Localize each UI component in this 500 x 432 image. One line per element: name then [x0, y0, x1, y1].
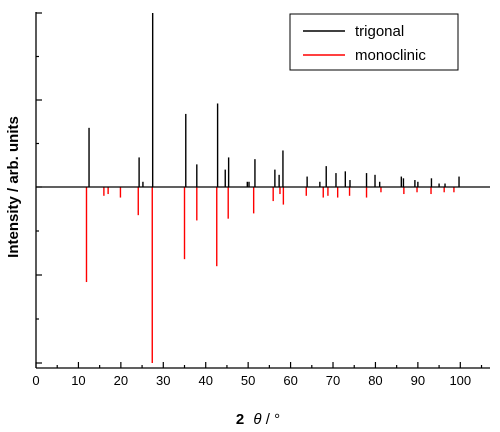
x-tick-label: 0: [32, 373, 39, 388]
x-tick-label: 90: [411, 373, 425, 388]
y-axis-label: Intensity / arb. units: [5, 116, 22, 258]
x-axis-label-unit: / °: [266, 411, 280, 428]
x-tick-label: 10: [71, 373, 85, 388]
x-tick-label: 20: [114, 373, 128, 388]
x-tick-label: 60: [283, 373, 297, 388]
chart-marks: [85, 13, 460, 363]
x-tick-label: 40: [198, 373, 212, 388]
legend-label-trigonal: trigonal: [355, 23, 404, 40]
chart-axes: 0 10 20 30 40 50 60 70 80 90 100: [32, 12, 490, 388]
x-axis-label: 2 θ / °: [236, 411, 280, 428]
x-tick-label: 80: [368, 373, 382, 388]
x-axis-label-number: 2: [236, 411, 244, 428]
x-tick-label: 100: [449, 373, 471, 388]
x-tick-label: 50: [241, 373, 255, 388]
x-axis-label-theta: θ: [253, 411, 261, 428]
legend-label-monoclinic: monoclinic: [355, 47, 426, 64]
legend-box: [289, 13, 459, 71]
legend: trigonal monoclinic: [289, 13, 459, 71]
x-tick-label: 30: [156, 373, 170, 388]
x-tick-label: 70: [326, 373, 340, 388]
